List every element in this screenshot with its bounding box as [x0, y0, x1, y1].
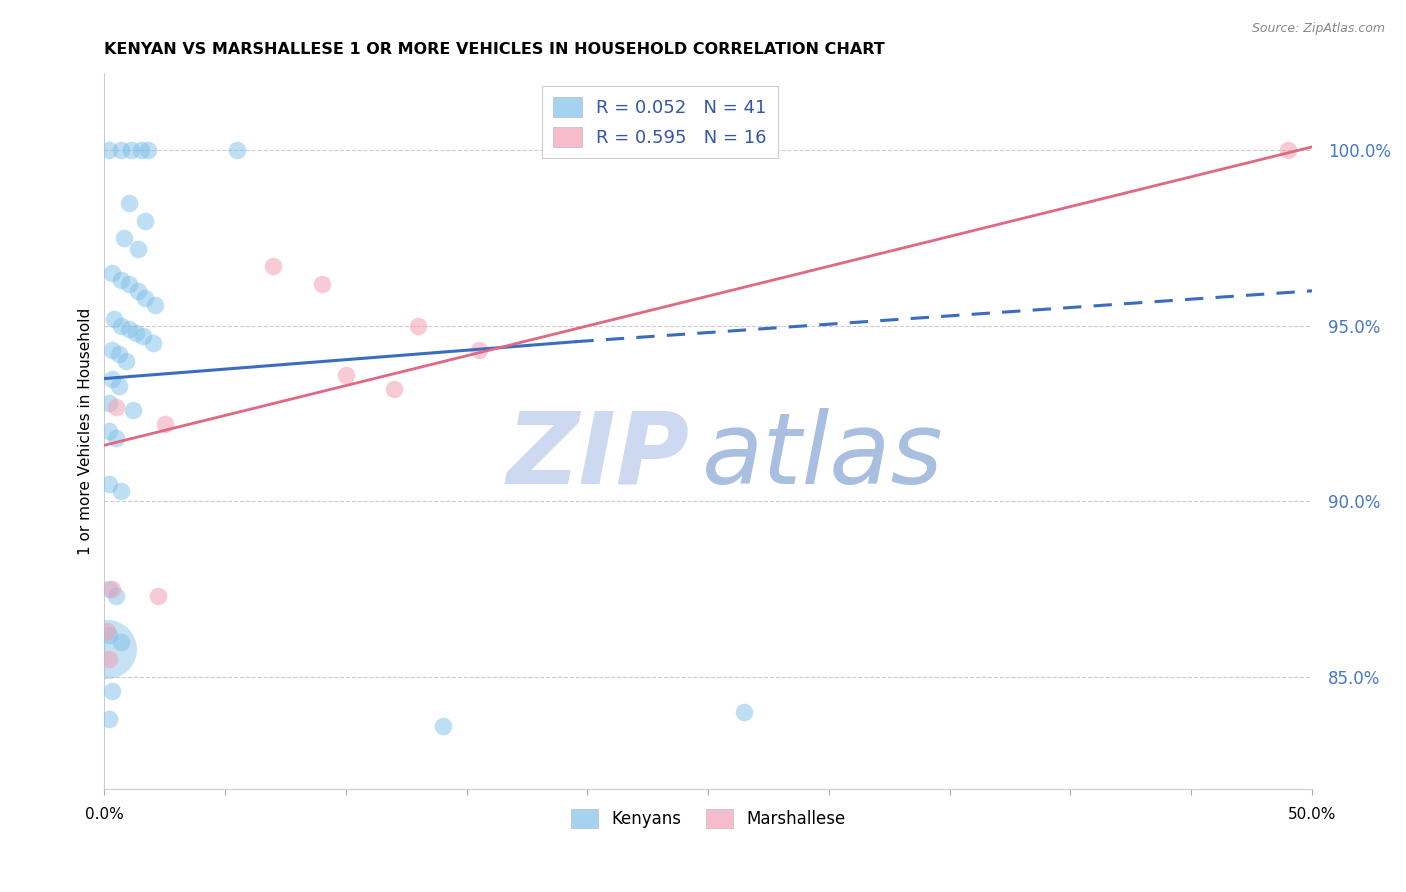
Point: [122, 403, 145, 417]
Legend: Kenyans, Marshallese: Kenyans, Marshallese: [564, 802, 852, 835]
Point: [136, 144, 159, 158]
Point: [110, 483, 132, 498]
Point: [98, 144, 121, 158]
Point: [142, 336, 165, 351]
Point: [96, 641, 118, 656]
Point: [335, 368, 357, 382]
Point: [110, 635, 132, 649]
Point: [382, 382, 405, 396]
Point: [98, 582, 121, 596]
Point: [108, 347, 131, 361]
Point: [733, 705, 755, 719]
Point: [262, 259, 284, 273]
Point: [112, 231, 135, 245]
Point: [143, 298, 166, 312]
Point: [96, 624, 118, 639]
Point: [98, 396, 121, 410]
Point: [98, 628, 121, 642]
Point: [110, 273, 132, 287]
Point: [311, 277, 333, 291]
Text: 0.0%: 0.0%: [84, 807, 124, 822]
Point: [100, 684, 122, 698]
Point: [468, 343, 491, 358]
Point: [146, 589, 169, 603]
Point: [105, 400, 128, 414]
Point: [125, 326, 148, 340]
Point: [98, 712, 121, 726]
Point: [105, 589, 128, 603]
Point: [1277, 144, 1299, 158]
Y-axis label: 1 or more Vehicles in Household: 1 or more Vehicles in Household: [79, 308, 93, 555]
Text: Source: ZipAtlas.com: Source: ZipAtlas.com: [1251, 22, 1385, 36]
Point: [127, 242, 149, 256]
Point: [98, 424, 121, 438]
Text: KENYAN VS MARSHALLESE 1 OR MORE VEHICLES IN HOUSEHOLD CORRELATION CHART: KENYAN VS MARSHALLESE 1 OR MORE VEHICLES…: [104, 42, 886, 57]
Point: [117, 322, 139, 336]
Point: [98, 476, 121, 491]
Point: [108, 378, 131, 392]
Point: [110, 318, 132, 333]
Point: [134, 291, 156, 305]
Point: [100, 343, 122, 358]
Text: 50.0%: 50.0%: [1288, 807, 1336, 822]
Point: [129, 144, 152, 158]
Point: [408, 318, 430, 333]
Point: [98, 652, 121, 666]
Point: [110, 144, 132, 158]
Text: ZIP: ZIP: [508, 408, 690, 505]
Point: [432, 719, 454, 733]
Point: [100, 371, 122, 385]
Point: [226, 144, 249, 158]
Point: [134, 213, 156, 227]
Point: [127, 284, 149, 298]
Point: [117, 277, 139, 291]
Point: [120, 144, 142, 158]
Point: [103, 312, 125, 326]
Point: [117, 196, 139, 211]
Point: [100, 582, 122, 596]
Point: [153, 417, 176, 432]
Text: atlas: atlas: [702, 408, 943, 505]
Point: [132, 329, 155, 343]
Point: [115, 354, 138, 368]
Point: [105, 431, 128, 445]
Point: [100, 266, 122, 280]
